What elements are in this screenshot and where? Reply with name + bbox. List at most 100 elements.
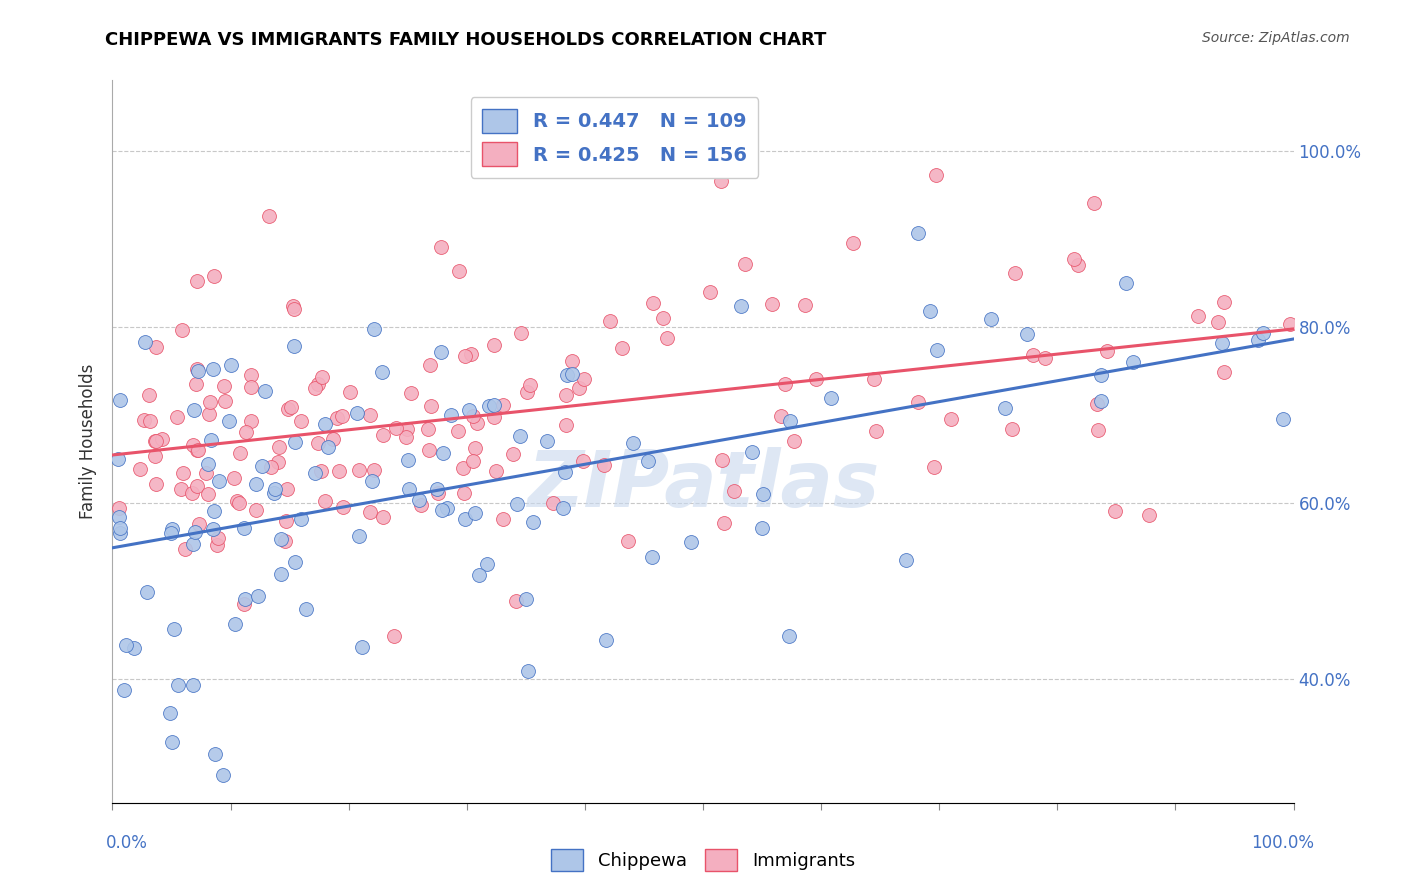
Point [1083, 195, 1105, 210]
Point [173, 542, 195, 557]
Point [197, 487, 219, 501]
Point [492, 512, 515, 526]
Point [163, 622, 186, 636]
Point [536, 434, 558, 449]
Point [1211, 336, 1233, 351]
Point [186, 274, 208, 288]
Point [1251, 326, 1274, 341]
Point [228, 496, 250, 510]
Point [408, 492, 430, 507]
Point [430, 503, 453, 517]
Point [283, 302, 305, 317]
Point [572, 371, 595, 385]
Point [198, 407, 221, 421]
Point [284, 435, 307, 450]
Point [143, 449, 166, 463]
Point [235, 425, 257, 440]
Point [509, 429, 531, 443]
Point [160, 525, 183, 540]
Point [506, 497, 529, 511]
Point [522, 515, 544, 529]
Point [314, 417, 336, 431]
Point [162, 735, 184, 749]
Point [257, 209, 280, 223]
Legend: R = 0.447   N = 109, R = 0.425   N = 156: R = 0.447 N = 109, R = 0.425 N = 156 [471, 97, 758, 178]
Point [1137, 508, 1160, 523]
Point [1063, 252, 1085, 267]
Point [314, 493, 336, 508]
Point [187, 443, 209, 458]
Point [396, 422, 419, 436]
Point [181, 438, 204, 452]
Point [1279, 317, 1302, 331]
Point [555, 417, 578, 432]
Point [1272, 411, 1295, 425]
Point [924, 460, 946, 475]
Point [399, 385, 422, 400]
Text: CHIPPEWA VS IMMIGRANTS FAMILY HOUSEHOLDS CORRELATION CHART: CHIPPEWA VS IMMIGRANTS FAMILY HOUSEHOLDS… [105, 31, 827, 49]
Point [200, 394, 222, 409]
Point [751, 520, 773, 534]
Point [723, 484, 745, 499]
Point [371, 365, 394, 379]
Point [617, 534, 640, 549]
Point [240, 414, 263, 428]
Point [352, 640, 374, 655]
Point [460, 346, 482, 360]
Point [181, 537, 204, 551]
Point [449, 264, 471, 278]
Point [162, 522, 184, 536]
Point [478, 399, 501, 413]
Point [186, 442, 208, 457]
Point [181, 678, 204, 692]
Point [783, 434, 806, 448]
Point [233, 591, 256, 606]
Point [114, 638, 136, 652]
Point [166, 409, 188, 424]
Point [454, 349, 477, 363]
Point [820, 392, 842, 406]
Point [186, 376, 208, 391]
Point [224, 471, 246, 485]
Point [561, 354, 583, 368]
Point [347, 529, 370, 543]
Point [572, 453, 595, 467]
Point [519, 377, 541, 392]
Point [132, 413, 155, 427]
Point [482, 337, 505, 351]
Point [761, 297, 783, 311]
Point [907, 395, 929, 409]
Point [623, 436, 645, 450]
Point [276, 483, 298, 497]
Point [186, 478, 208, 492]
Point [492, 398, 515, 412]
Point [426, 482, 449, 496]
Point [307, 436, 329, 450]
Point [186, 362, 208, 376]
Point [207, 531, 229, 545]
Point [1004, 267, 1026, 281]
Legend: Chippewa, Immigrants: Chippewa, Immigrants [544, 842, 862, 879]
Point [752, 487, 775, 501]
Point [1104, 504, 1126, 518]
Point [135, 585, 157, 599]
Point [398, 482, 420, 496]
Point [863, 372, 886, 386]
Point [641, 295, 664, 310]
Point [205, 538, 228, 552]
Point [150, 432, 173, 446]
Point [568, 381, 591, 395]
Point [907, 226, 929, 240]
Point [637, 454, 659, 468]
Point [436, 500, 458, 515]
Point [515, 591, 537, 606]
Point [925, 343, 948, 358]
Point [290, 414, 312, 428]
Point [482, 409, 505, 424]
Point [865, 424, 887, 438]
Point [842, 235, 865, 250]
Point [304, 466, 326, 480]
Point [363, 463, 385, 477]
Point [371, 510, 394, 524]
Point [316, 440, 339, 454]
